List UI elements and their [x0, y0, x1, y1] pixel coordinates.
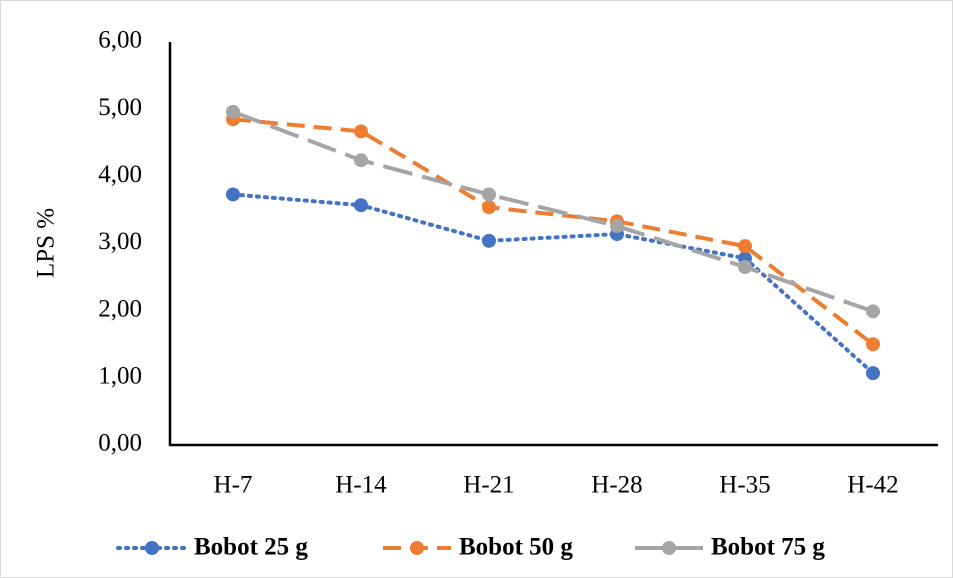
point: [866, 366, 880, 381]
x-tick-label: H-35: [719, 472, 770, 499]
legend-marker: [662, 541, 676, 555]
point: [226, 104, 240, 119]
y-tick-label: 0,00: [98, 430, 142, 457]
point: [738, 239, 752, 254]
y-tick-label: 6,00: [98, 27, 142, 54]
point: [354, 198, 368, 213]
point: [226, 187, 240, 202]
x-tick-label: H-14: [335, 472, 387, 499]
point: [738, 260, 752, 275]
point: [354, 124, 368, 139]
y-tick-label: 2,00: [98, 295, 142, 322]
series-line: [231, 192, 875, 376]
point: [866, 337, 880, 352]
y-tick-label: 3,00: [98, 228, 142, 255]
y-tick-label: 4,00: [98, 161, 142, 188]
series-line: [232, 109, 874, 314]
series-line: [232, 117, 875, 346]
x-tick-label: H-21: [463, 472, 514, 499]
x-tick-label: H-7: [214, 472, 253, 499]
point: [482, 200, 496, 215]
legend-label: Bobot 75 g: [711, 534, 825, 561]
x-tick-label: H-28: [591, 472, 642, 499]
legend-marker: [410, 541, 424, 555]
point: [866, 304, 880, 319]
point: [354, 153, 368, 168]
legend-label: Bobot 25 g: [194, 534, 308, 561]
point: [482, 187, 496, 202]
legend-marker: [145, 541, 159, 555]
point: [482, 233, 496, 248]
legend-label: Bobot 50 g: [459, 534, 573, 561]
point: [610, 219, 624, 234]
y-tick-label: 1,00: [98, 363, 142, 390]
y-tick-label: 5,00: [98, 94, 142, 121]
x-tick-label: H-42: [847, 472, 898, 499]
y-axis-title: LPS %: [33, 208, 60, 278]
